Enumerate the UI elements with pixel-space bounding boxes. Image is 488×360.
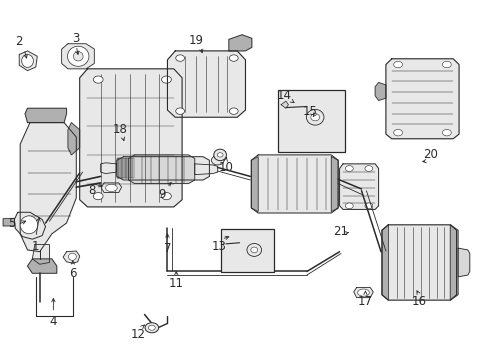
- Circle shape: [229, 108, 238, 114]
- Ellipse shape: [310, 114, 319, 121]
- Polygon shape: [381, 225, 387, 300]
- Circle shape: [211, 156, 224, 165]
- Text: 7: 7: [163, 242, 171, 255]
- Circle shape: [175, 108, 184, 114]
- Text: 19: 19: [188, 33, 203, 47]
- Polygon shape: [251, 157, 258, 212]
- Text: 1: 1: [32, 240, 40, 253]
- Ellipse shape: [20, 216, 38, 234]
- Circle shape: [345, 166, 352, 171]
- Circle shape: [175, 55, 184, 61]
- Polygon shape: [3, 219, 14, 226]
- Circle shape: [442, 130, 450, 136]
- Polygon shape: [128, 155, 194, 184]
- Ellipse shape: [67, 46, 89, 66]
- Polygon shape: [330, 157, 337, 212]
- Text: 4: 4: [49, 315, 57, 328]
- Text: 9: 9: [158, 188, 165, 201]
- Circle shape: [229, 55, 238, 61]
- Polygon shape: [63, 251, 80, 263]
- Circle shape: [393, 61, 402, 68]
- Ellipse shape: [246, 243, 261, 256]
- Text: 8: 8: [88, 184, 96, 197]
- Text: 11: 11: [168, 278, 183, 291]
- Bar: [221, 229, 273, 272]
- Text: 15: 15: [302, 105, 317, 118]
- Polygon shape: [117, 158, 119, 178]
- Polygon shape: [20, 123, 76, 252]
- Circle shape: [145, 323, 158, 333]
- Circle shape: [393, 130, 402, 136]
- Polygon shape: [251, 155, 337, 213]
- Polygon shape: [374, 82, 385, 100]
- Text: 13: 13: [211, 240, 226, 253]
- Polygon shape: [19, 51, 37, 71]
- Polygon shape: [125, 158, 127, 178]
- Ellipse shape: [357, 289, 368, 296]
- Circle shape: [364, 203, 372, 209]
- Polygon shape: [119, 158, 121, 178]
- Polygon shape: [385, 59, 458, 139]
- Circle shape: [93, 76, 103, 83]
- Polygon shape: [27, 259, 57, 273]
- Polygon shape: [194, 164, 217, 175]
- Polygon shape: [123, 158, 125, 178]
- Text: 20: 20: [423, 148, 437, 161]
- Text: 12: 12: [130, 328, 145, 341]
- Text: 21: 21: [333, 225, 348, 238]
- Polygon shape: [228, 35, 251, 51]
- Polygon shape: [449, 225, 457, 300]
- Ellipse shape: [21, 54, 33, 67]
- Circle shape: [217, 153, 223, 157]
- Text: 3: 3: [72, 32, 80, 45]
- Circle shape: [148, 325, 155, 330]
- Polygon shape: [353, 288, 372, 298]
- Polygon shape: [121, 158, 123, 178]
- Text: 5: 5: [8, 216, 15, 230]
- Ellipse shape: [213, 149, 226, 161]
- Circle shape: [442, 61, 450, 68]
- Ellipse shape: [73, 51, 83, 61]
- Polygon shape: [68, 123, 80, 155]
- Circle shape: [161, 76, 171, 83]
- Polygon shape: [127, 158, 129, 178]
- Ellipse shape: [105, 184, 117, 192]
- Polygon shape: [61, 44, 94, 69]
- Polygon shape: [457, 248, 469, 277]
- Text: 14: 14: [276, 89, 291, 102]
- Circle shape: [345, 203, 352, 209]
- Polygon shape: [101, 183, 122, 193]
- Polygon shape: [25, 108, 66, 123]
- Polygon shape: [131, 158, 134, 178]
- Ellipse shape: [250, 247, 257, 253]
- Circle shape: [161, 193, 171, 200]
- Ellipse shape: [68, 253, 76, 260]
- Polygon shape: [14, 212, 45, 239]
- Text: 16: 16: [411, 296, 426, 309]
- Bar: [277, 90, 344, 152]
- Polygon shape: [167, 51, 245, 117]
- Ellipse shape: [306, 109, 324, 125]
- Circle shape: [93, 193, 103, 200]
- Polygon shape: [381, 225, 456, 300]
- Text: 10: 10: [218, 161, 233, 174]
- Polygon shape: [129, 158, 131, 178]
- Polygon shape: [80, 69, 182, 207]
- Text: 6: 6: [69, 267, 77, 280]
- Text: 18: 18: [113, 123, 127, 136]
- Text: 2: 2: [16, 35, 23, 49]
- Polygon shape: [281, 101, 288, 108]
- Text: 17: 17: [357, 296, 372, 309]
- Circle shape: [364, 166, 372, 171]
- Polygon shape: [117, 157, 209, 180]
- Polygon shape: [32, 244, 49, 264]
- Polygon shape: [101, 163, 117, 174]
- Polygon shape: [339, 164, 378, 210]
